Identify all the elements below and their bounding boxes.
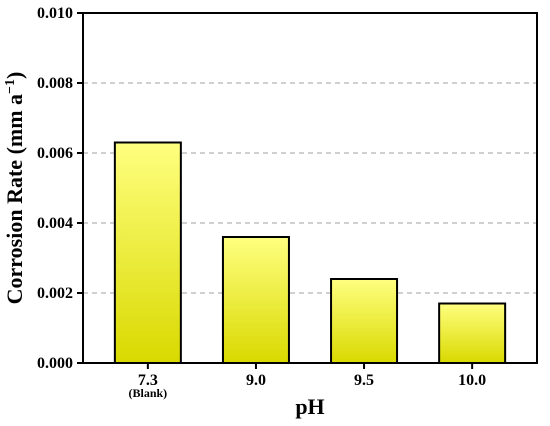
bar-9.0 (221, 236, 290, 364)
y-axis-title: Corrosion Rate (mm a−1) (2, 72, 27, 305)
bar-10.0 (438, 302, 507, 364)
y-tick-label: 0.000 (37, 355, 73, 372)
y-tick-label: 0.008 (37, 75, 73, 92)
bar-7.3 (113, 141, 182, 364)
y-axis-title-exponent: −1 (3, 79, 18, 94)
y-tick-label: 0.010 (37, 5, 73, 22)
y-tick-label: 0.002 (37, 285, 73, 302)
y-tick-label: 0.006 (37, 145, 73, 162)
x-category-label: 10.0 (458, 372, 486, 389)
y-axis-ticks: 0.000 0.002 0.004 0.006 0.008 0.010 (37, 5, 83, 372)
x-category-label: 7.3 (138, 372, 158, 389)
y-tick-label: 0.004 (37, 215, 73, 232)
x-category-label: 9.5 (354, 372, 374, 389)
plot-frame (82, 12, 538, 364)
bars (113, 141, 507, 364)
x-category-sublabel: (Blank) (129, 386, 168, 400)
x-axis-categories: 7.3(Blank) 9.0 9.5 10.0 (129, 363, 486, 400)
x-axis-title: pH (295, 394, 324, 419)
x-category-label: 9.0 (246, 372, 266, 389)
bar-9.5 (330, 278, 399, 364)
